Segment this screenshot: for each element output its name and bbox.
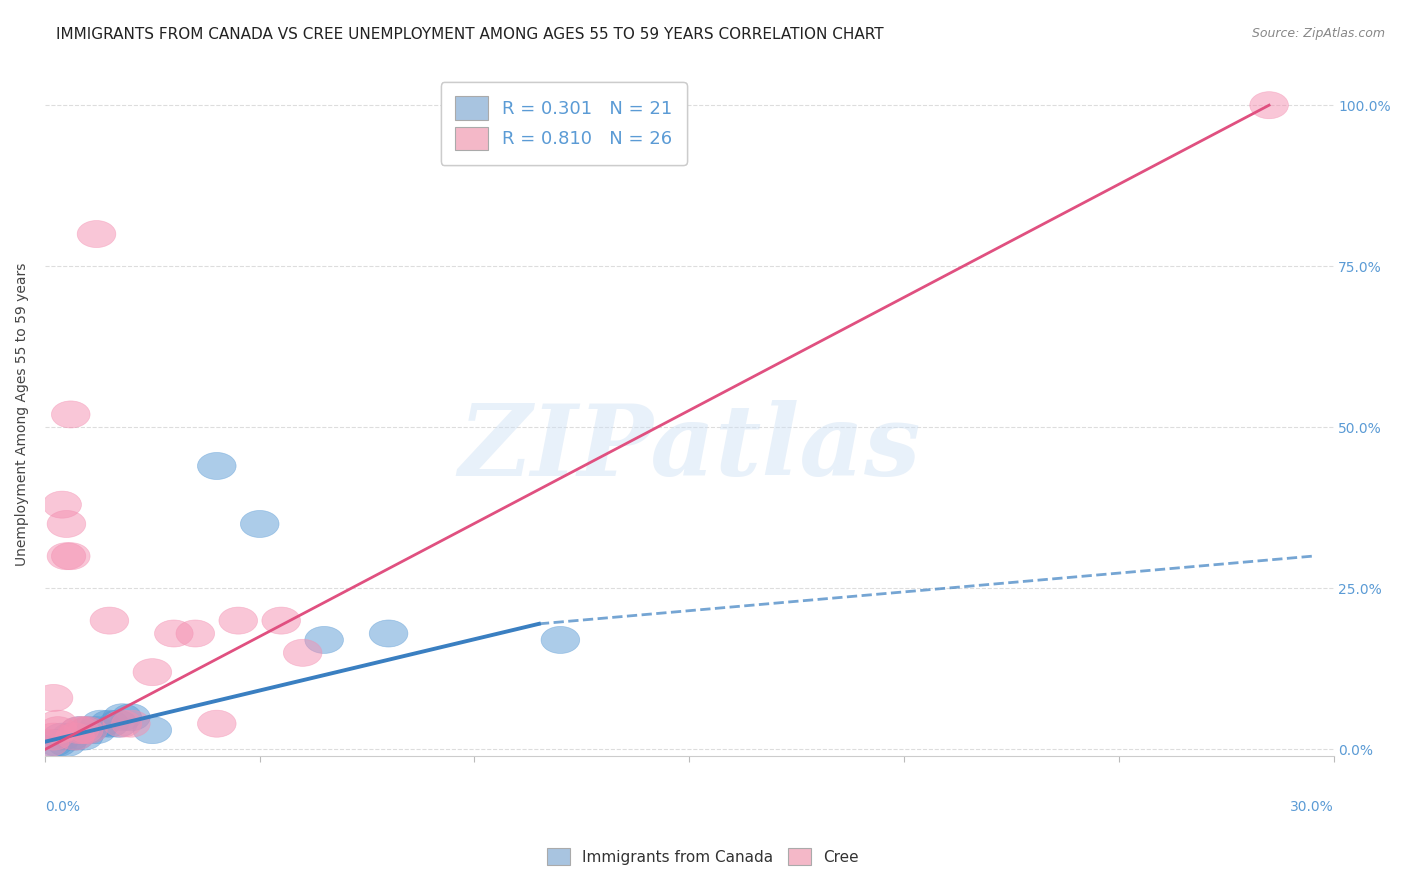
Ellipse shape: [65, 723, 103, 750]
Ellipse shape: [30, 730, 69, 756]
Ellipse shape: [42, 491, 82, 518]
Ellipse shape: [176, 620, 215, 647]
Ellipse shape: [111, 710, 150, 737]
Text: IMMIGRANTS FROM CANADA VS CREE UNEMPLOYMENT AMONG AGES 55 TO 59 YEARS CORRELATIO: IMMIGRANTS FROM CANADA VS CREE UNEMPLOYM…: [56, 27, 884, 42]
Ellipse shape: [240, 510, 278, 538]
Ellipse shape: [90, 710, 129, 737]
Ellipse shape: [60, 716, 98, 744]
Ellipse shape: [48, 730, 86, 756]
Ellipse shape: [370, 620, 408, 647]
Ellipse shape: [90, 607, 129, 634]
Ellipse shape: [284, 640, 322, 666]
Ellipse shape: [197, 710, 236, 737]
Ellipse shape: [38, 710, 77, 737]
Ellipse shape: [197, 452, 236, 480]
Ellipse shape: [155, 620, 193, 647]
Ellipse shape: [34, 684, 73, 712]
Y-axis label: Unemployment Among Ages 55 to 59 years: Unemployment Among Ages 55 to 59 years: [15, 263, 30, 566]
Legend: Immigrants from Canada, Cree: Immigrants from Canada, Cree: [541, 842, 865, 871]
Ellipse shape: [541, 626, 579, 654]
Ellipse shape: [48, 542, 86, 570]
Ellipse shape: [103, 710, 142, 737]
Legend: R = 0.301   N = 21, R = 0.810   N = 26: R = 0.301 N = 21, R = 0.810 N = 26: [440, 82, 686, 164]
Ellipse shape: [82, 710, 120, 737]
Ellipse shape: [56, 723, 94, 750]
Ellipse shape: [103, 704, 142, 731]
Ellipse shape: [52, 401, 90, 428]
Text: 0.0%: 0.0%: [45, 800, 80, 814]
Ellipse shape: [69, 716, 107, 744]
Ellipse shape: [38, 730, 77, 756]
Ellipse shape: [34, 723, 73, 750]
Ellipse shape: [134, 716, 172, 744]
Ellipse shape: [305, 626, 343, 654]
Ellipse shape: [65, 716, 103, 744]
Ellipse shape: [38, 716, 77, 744]
Text: 30.0%: 30.0%: [1289, 800, 1333, 814]
Ellipse shape: [77, 220, 115, 248]
Text: Source: ZipAtlas.com: Source: ZipAtlas.com: [1251, 27, 1385, 40]
Ellipse shape: [52, 542, 90, 570]
Ellipse shape: [60, 716, 98, 744]
Ellipse shape: [56, 723, 94, 750]
Ellipse shape: [77, 716, 115, 744]
Ellipse shape: [42, 723, 82, 750]
Ellipse shape: [262, 607, 301, 634]
Ellipse shape: [219, 607, 257, 634]
Ellipse shape: [69, 716, 107, 744]
Ellipse shape: [111, 704, 150, 731]
Ellipse shape: [48, 510, 86, 538]
Text: ZIPatlas: ZIPatlas: [458, 401, 921, 497]
Ellipse shape: [52, 723, 90, 750]
Ellipse shape: [134, 658, 172, 686]
Ellipse shape: [98, 710, 138, 737]
Ellipse shape: [34, 730, 73, 756]
Ellipse shape: [1250, 92, 1288, 119]
